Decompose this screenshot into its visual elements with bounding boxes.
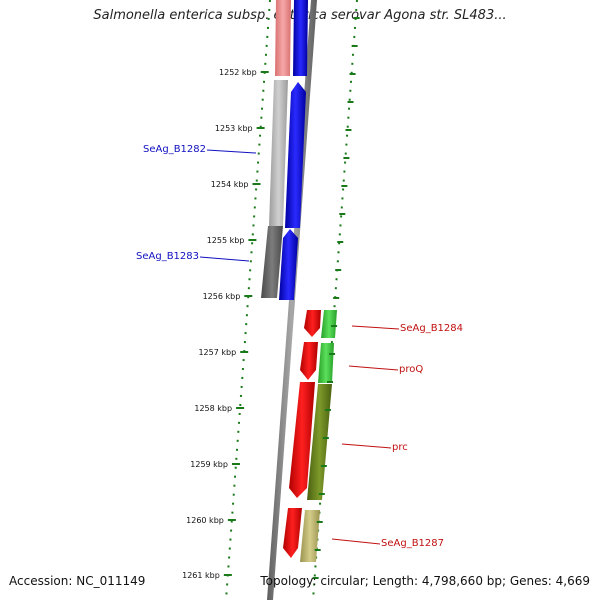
gene-label[interactable]: SeAg_B1283 [136,251,199,262]
gene-red-seag-b1284[interactable] [304,310,321,337]
kbp-tick-label: 1259 kbp [190,460,228,469]
kbp-tick-label: 1260 kbp [186,516,224,525]
gene-green-seag-b1284[interactable] [321,310,337,338]
topology-summary: Topology: circular; Length: 4,798,660 bp… [260,574,590,588]
outer-ring-left [225,0,271,600]
gene-dark-gray[interactable] [261,226,283,298]
kbp-tick-label: 1254 kbp [211,180,249,189]
gene-label-leader [199,256,250,262]
kbp-tick-label: 1261 kbp [182,571,220,580]
accession-text: Accession: NC_011149 [9,574,146,588]
gene-label[interactable]: SeAg_B1284 [400,323,463,334]
gene-block-forward[interactable] [283,310,337,562]
kbp-tick-label: 1255 kbp [207,236,245,245]
gene-green-proq[interactable] [318,343,334,383]
gene-label-leader [348,365,399,371]
gene-khaki-seag-b1287[interactable] [300,510,320,562]
gene-blue-seag-b1282[interactable] [285,82,306,228]
gene-red-seag-b1287[interactable] [283,508,302,558]
gene-label-leader [206,149,257,154]
gene-label-leader [341,443,392,449]
gene-red-proq[interactable] [300,342,318,380]
gene-olive-prc[interactable] [307,384,332,500]
gene-pink-top[interactable] [275,0,291,76]
gene-label[interactable]: prc [392,442,408,453]
gene-red-prc[interactable] [289,382,315,498]
right-ring-ticks [312,17,360,579]
gene-label-leader [351,325,400,330]
kbp-tick-label: 1252 kbp [219,68,257,77]
gene-label-leader [331,538,381,545]
kbp-tick-label: 1256 kbp [203,292,241,301]
gene-blue-top[interactable] [293,0,308,76]
gene-block-reverse[interactable] [261,0,308,300]
gene-blue-seag-b1283[interactable] [279,229,298,300]
gene-light-gray[interactable] [269,80,288,226]
kbp-tick-label: 1258 kbp [194,404,232,413]
kbp-tick-label: 1257 kbp [198,348,236,357]
gene-labels: SeAg_B1282 SeAg_B1283 SeAg_B1284 proQ prc SeA… [136,144,463,549]
gene-label[interactable]: SeAg_B1282 [143,144,206,155]
kbp-tick-label: 1253 kbp [215,124,253,133]
outer-ring-right [312,0,358,600]
scale-ticks: 1252 kbp 1253 kbp 1254 kbp 1255 kbp 1256 kbp… [182,68,269,580]
gene-label[interactable]: proQ [399,364,423,375]
gene-label[interactable]: SeAg_B1287 [381,538,444,549]
